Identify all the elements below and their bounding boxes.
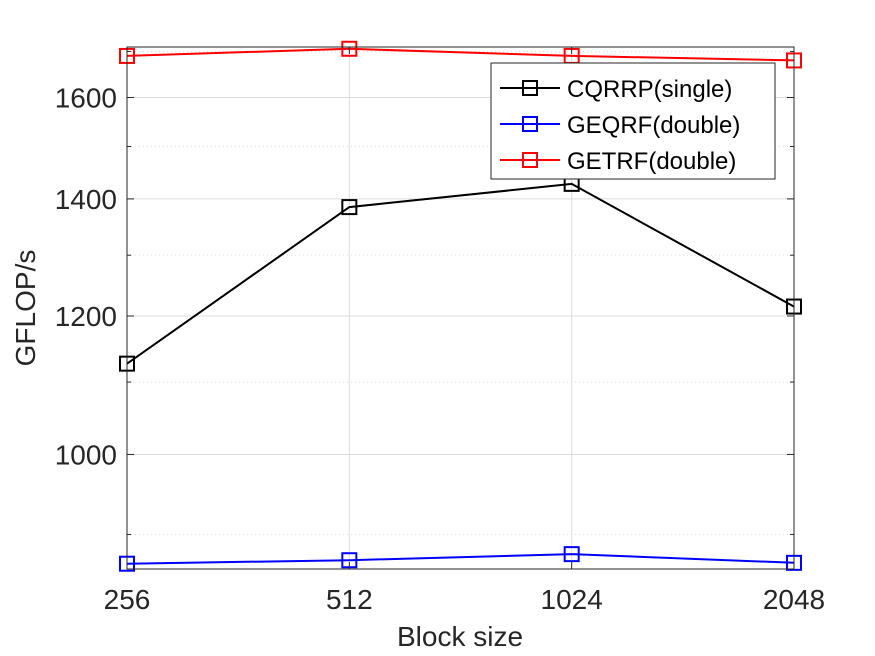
- data-point: [341, 199, 358, 216]
- y-tick-label: 1000: [55, 439, 117, 470]
- x-tick-label: 1024: [541, 584, 603, 615]
- legend-marker: [522, 152, 538, 168]
- x-tick-label: 512: [326, 584, 373, 615]
- legend-marker: [522, 80, 538, 96]
- x-axis-label: Block size: [397, 621, 523, 652]
- x-tick-label: 256: [104, 584, 151, 615]
- series-layer: [119, 40, 802, 572]
- legend-entry: GEQRF(double): [500, 112, 740, 139]
- data-point: [563, 546, 580, 563]
- y-axis-label: GFLOP/s: [10, 250, 41, 367]
- legend-label: GETRF(double): [567, 148, 736, 175]
- series-line: [126, 182, 795, 365]
- y-tick-label: 1200: [55, 301, 117, 332]
- x-tick-label: 2048: [763, 584, 825, 615]
- legend: CQRRP(single) GEQRF(double) GETRF(double): [490, 62, 776, 180]
- legend-marker: [522, 116, 538, 132]
- y-tick-label: 1400: [55, 184, 117, 215]
- series-line: [126, 47, 795, 62]
- legend-label: GEQRF(double): [567, 112, 740, 139]
- data-point: [341, 40, 358, 57]
- series-line: [126, 553, 795, 565]
- legend-label: CQRRP(single): [567, 76, 732, 103]
- ticks: 1000 1200 1400 1600 256 512 1024 2048: [55, 47, 825, 615]
- y-tick-label: 1600: [55, 82, 117, 113]
- plot-frame: [126, 46, 795, 570]
- legend-entry: GETRF(double): [500, 148, 736, 175]
- legend-entry: CQRRP(single): [500, 76, 732, 103]
